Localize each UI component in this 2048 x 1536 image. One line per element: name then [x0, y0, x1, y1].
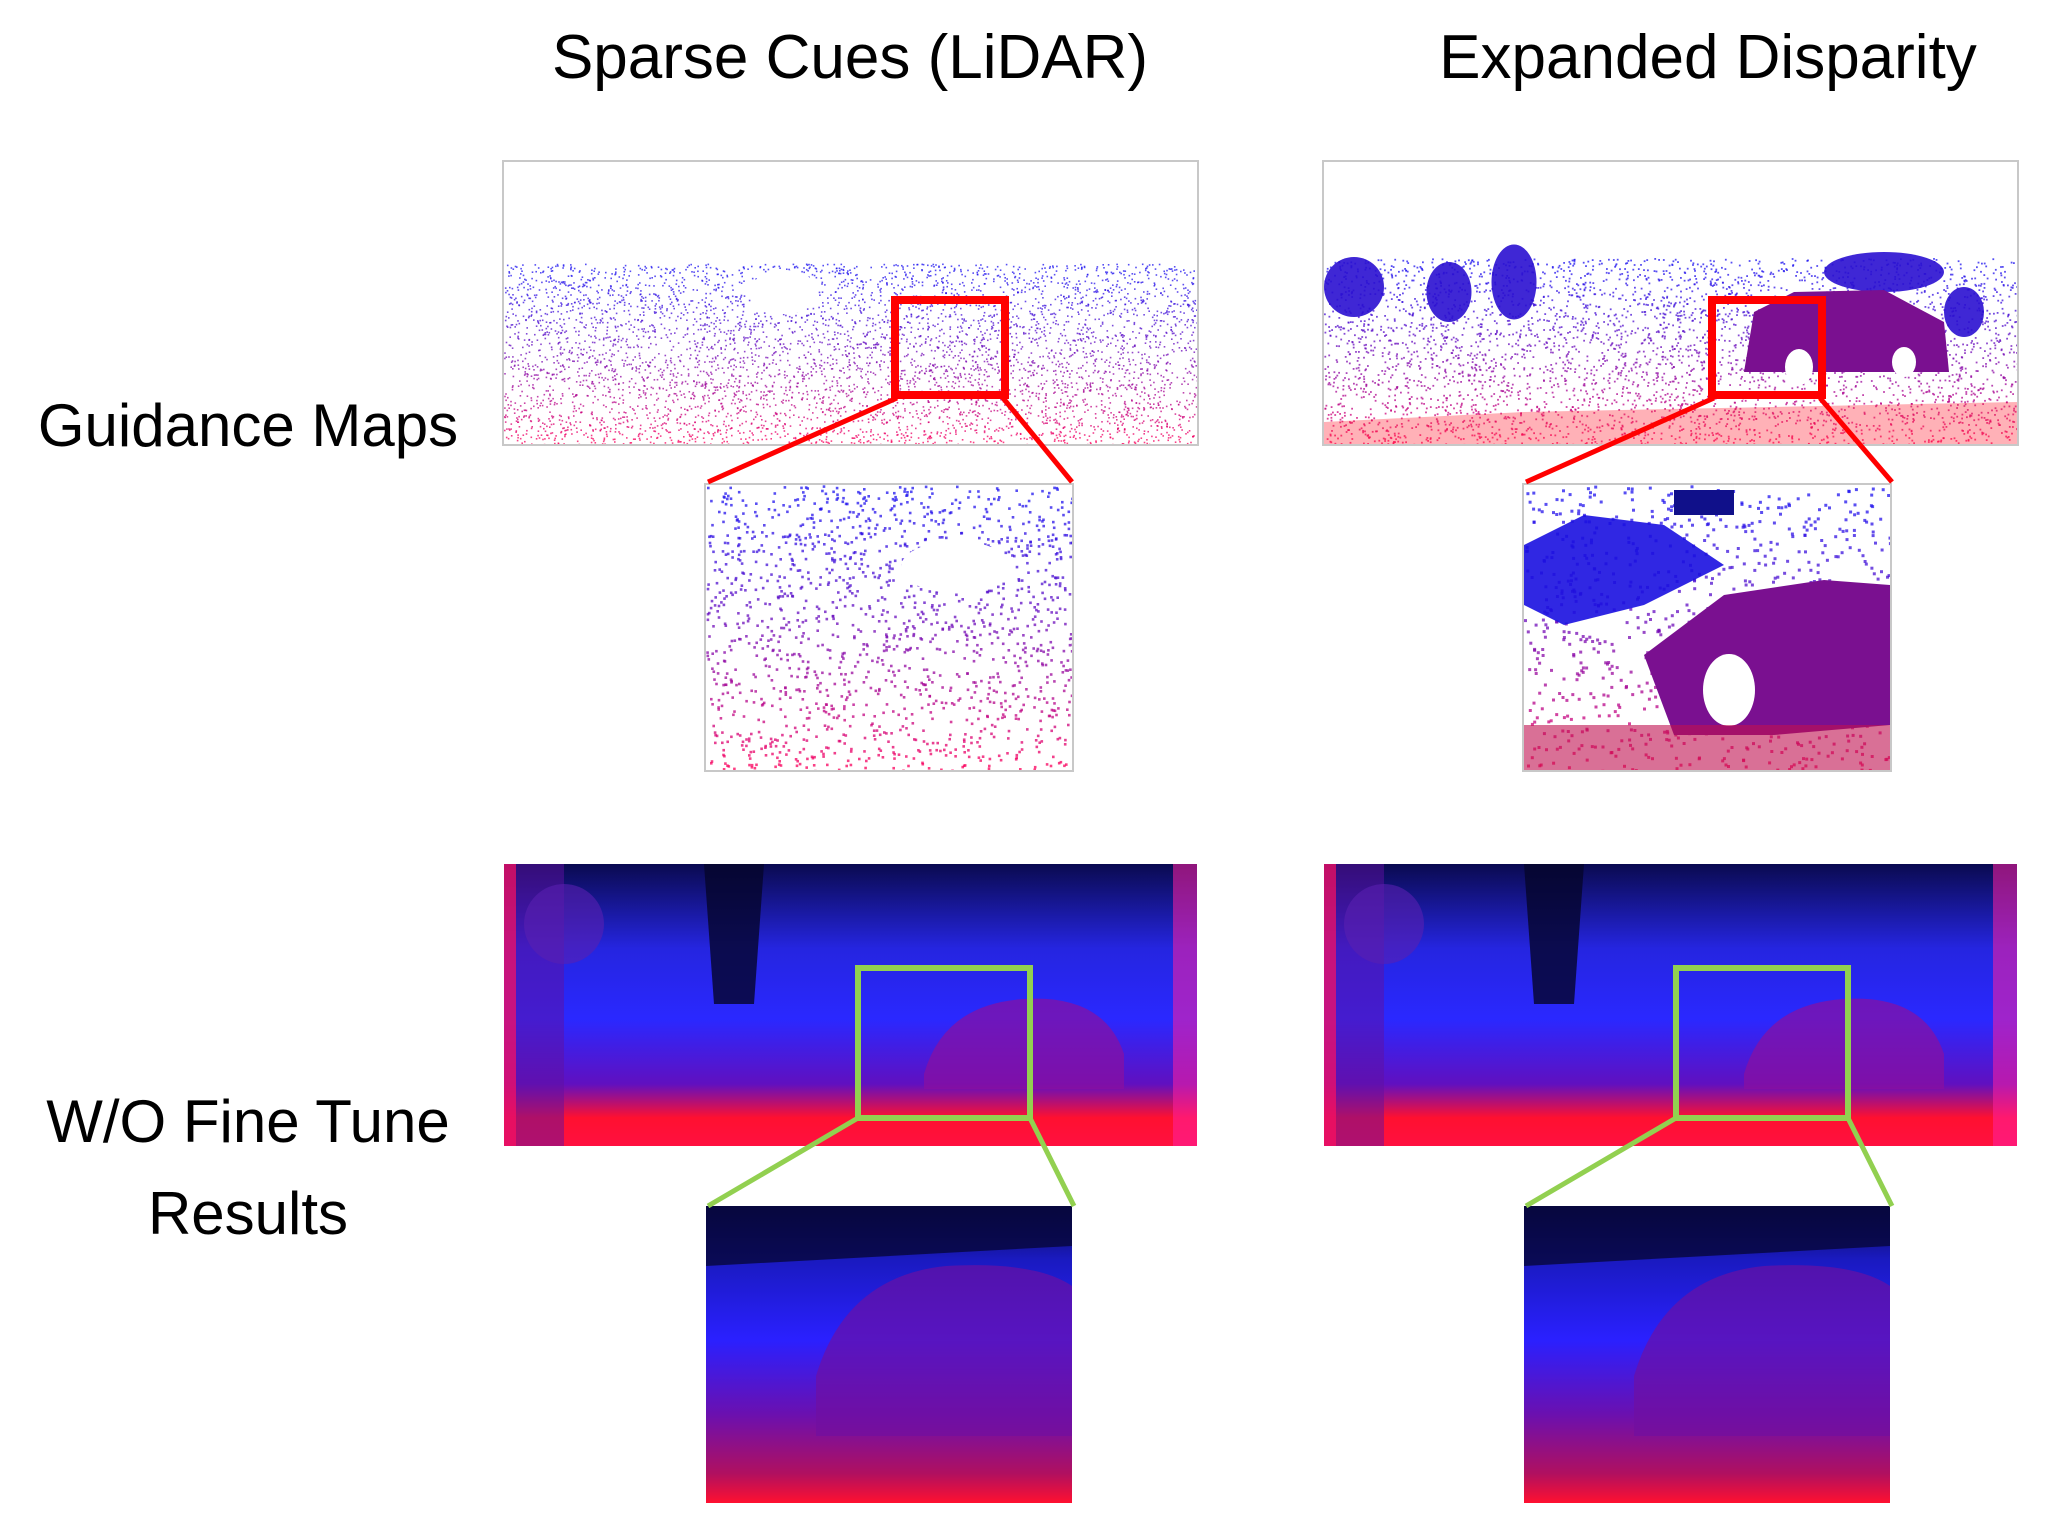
sparse-result-canvas	[504, 864, 1197, 1146]
expanded-guidance-map	[1322, 160, 2019, 446]
column-title-sparse: Sparse Cues (LiDAR)	[551, 23, 1149, 92]
expanded-guidance-zoom	[1522, 483, 1892, 772]
row-label-guidance: Guidance Maps	[37, 392, 459, 459]
expanded-zoom-canvas	[1524, 485, 1890, 770]
expanded-result-zoom	[1524, 1206, 1890, 1503]
sparse-guidance-zoom	[704, 483, 1074, 772]
sparse-guidance-canvas	[504, 162, 1197, 444]
sparse-guidance-map	[502, 160, 1199, 446]
expanded-guidance-canvas	[1324, 162, 2017, 444]
row-label-results-line2: Results	[147, 1180, 349, 1247]
sparse-result-zoom-canvas	[706, 1206, 1072, 1503]
expanded-result-map	[1324, 864, 2017, 1146]
sparse-result-map	[504, 864, 1197, 1146]
sparse-zoom-canvas	[706, 485, 1072, 770]
row-label-results-line1: W/O Fine Tune	[46, 1088, 450, 1155]
expanded-result-zoom-canvas	[1524, 1206, 1890, 1503]
expanded-result-canvas	[1324, 864, 2017, 1146]
column-title-expanded: Expanded Disparity	[1439, 23, 1977, 92]
sparse-result-zoom	[706, 1206, 1072, 1503]
